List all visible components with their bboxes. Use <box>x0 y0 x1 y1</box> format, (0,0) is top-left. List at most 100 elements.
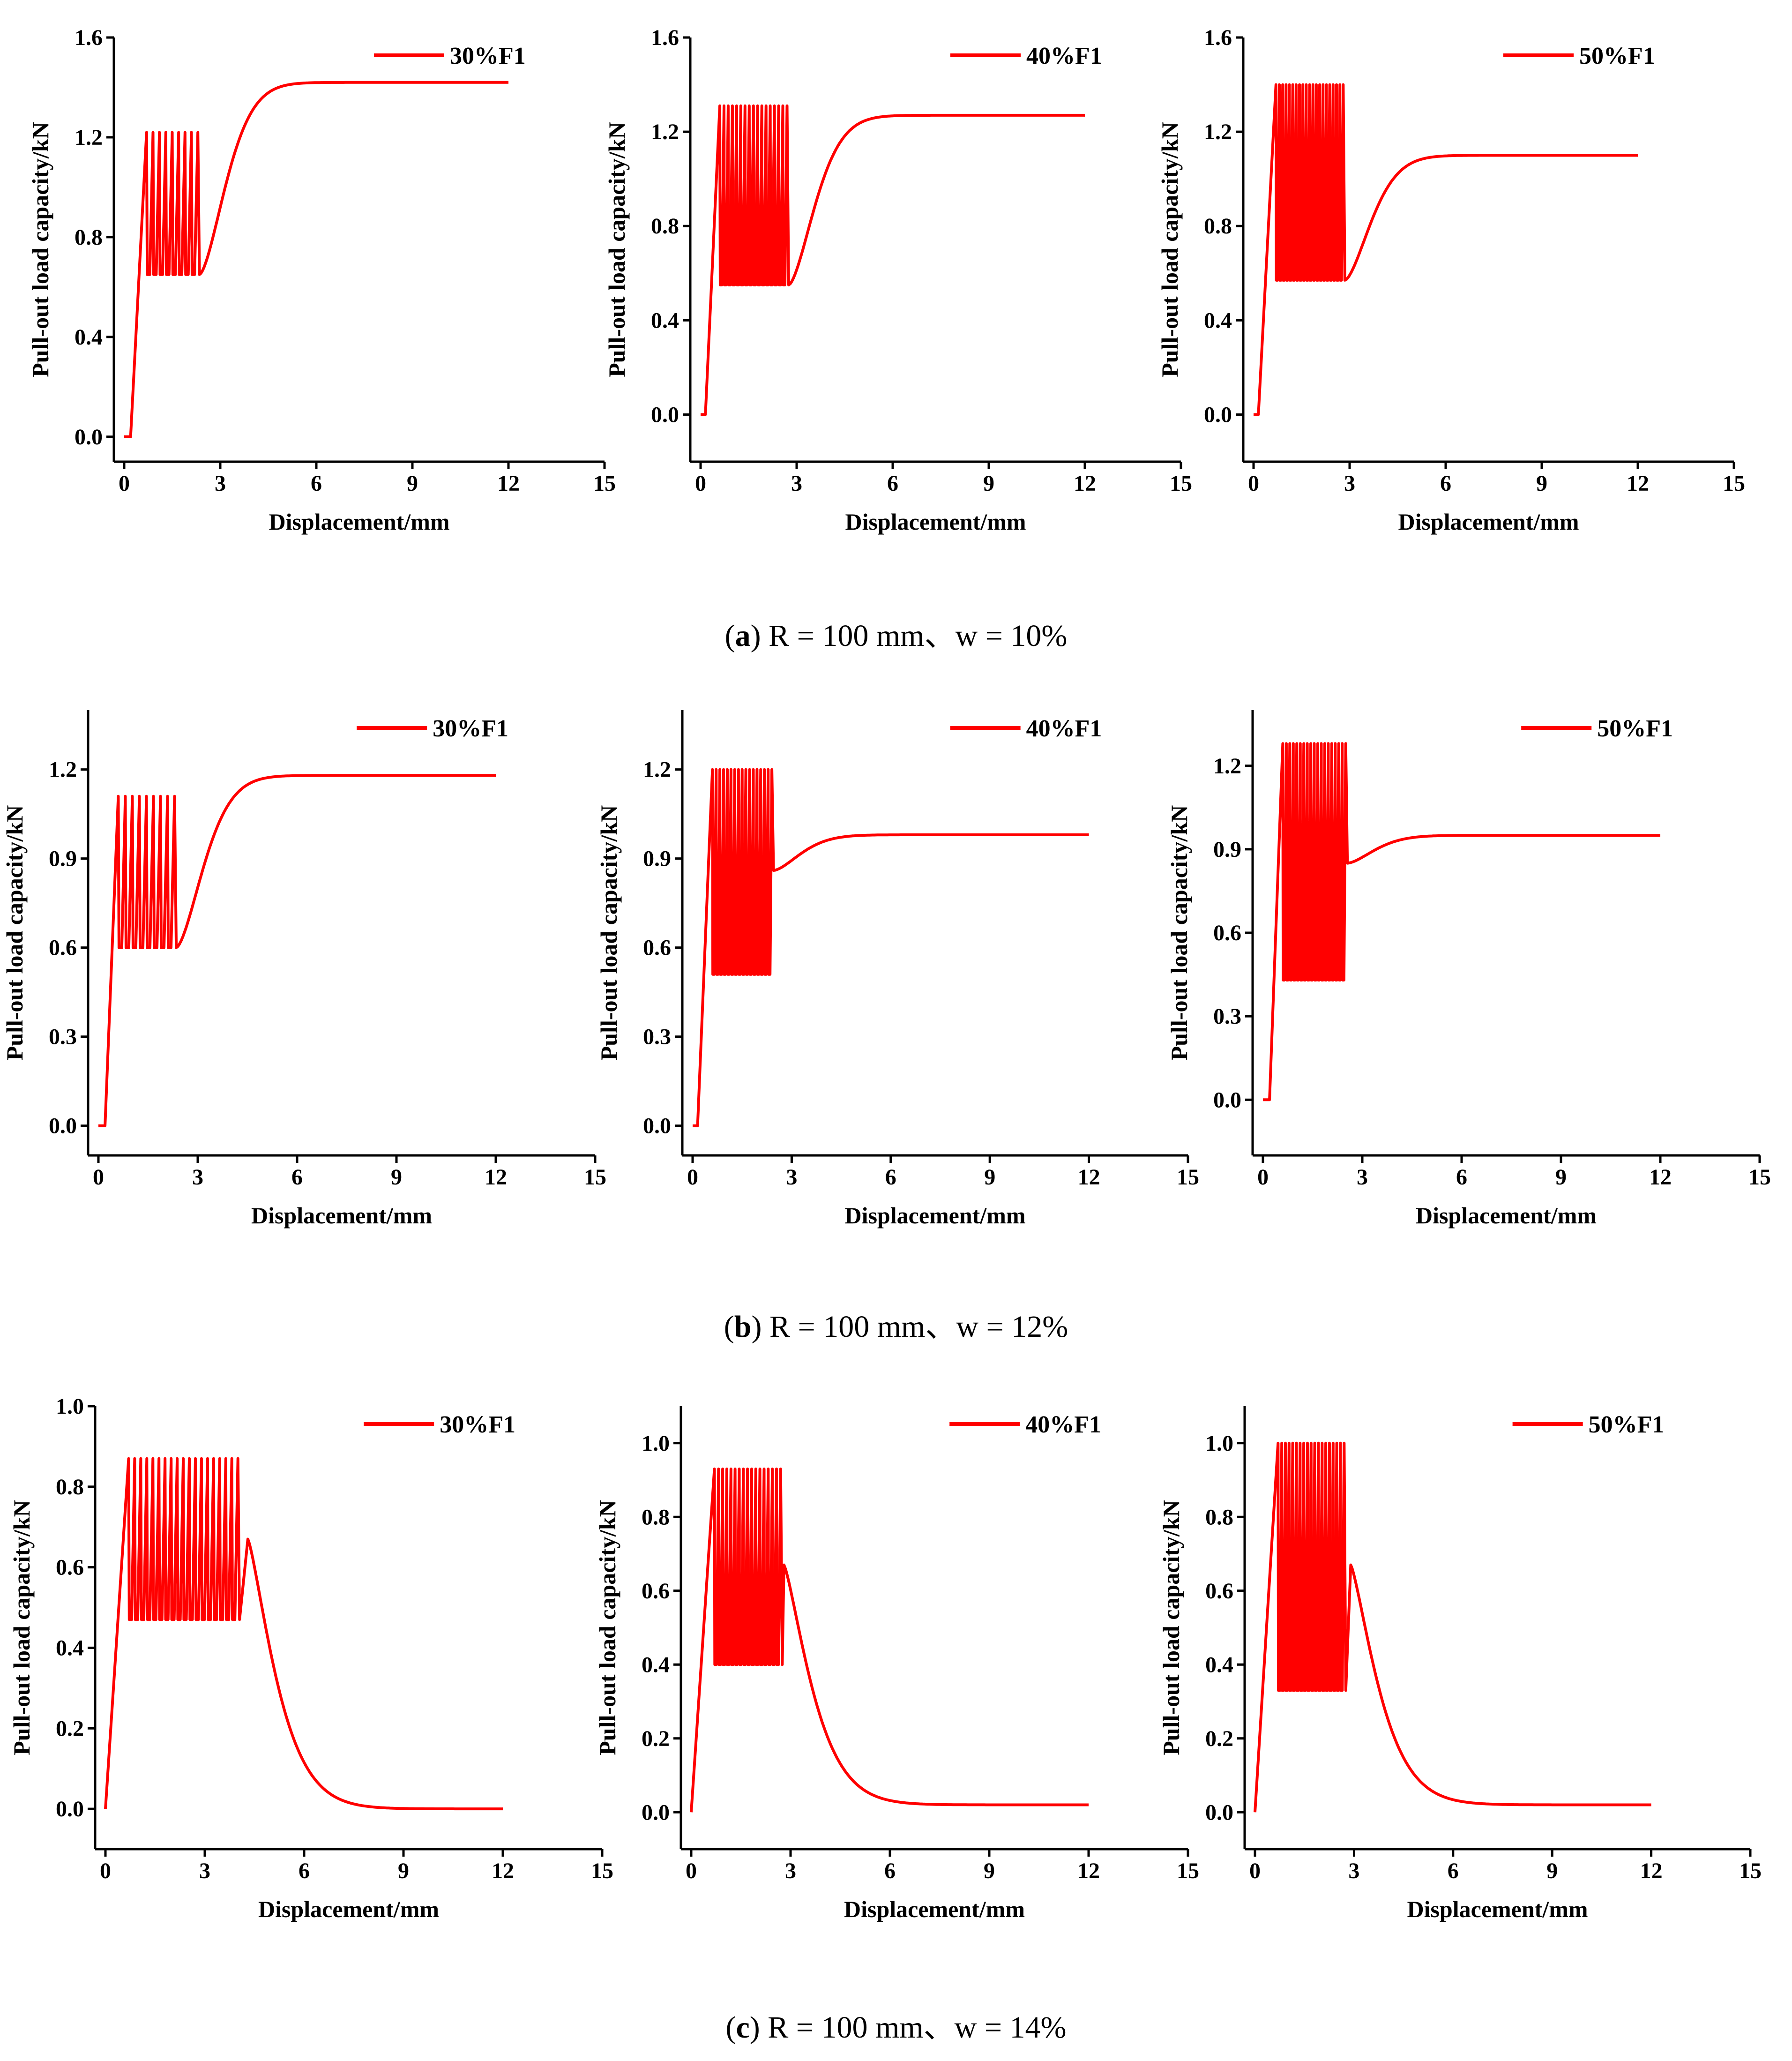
series-line-30%F1 <box>104 1457 503 1811</box>
legend-label: 40%F1 <box>1025 1411 1101 1438</box>
x-tick-label: 9 <box>391 1165 402 1190</box>
x-tick-label: 15 <box>1177 1859 1199 1883</box>
y-axis-title: Pull-out load capacity/kN <box>1157 122 1183 377</box>
y-tick-label: 0.3 <box>643 1025 671 1049</box>
y-tick-label: 0.8 <box>642 1505 670 1529</box>
x-tick-label: 6 <box>885 1165 896 1190</box>
x-axis-title: Displacement/mm <box>1416 1202 1597 1229</box>
y-axis-title: Pull-out load capacity/kN <box>596 805 622 1060</box>
x-axis-title: Displacement/mm <box>1407 1896 1588 1922</box>
y-tick-label: 1.6 <box>651 25 679 50</box>
x-tick-label: 15 <box>1748 1165 1771 1190</box>
x-tick-label: 6 <box>311 471 322 496</box>
y-axis-title: Pull-out load capacity/kN <box>8 1500 35 1755</box>
x-tick-label: 15 <box>1170 471 1192 496</box>
x-tick-label: 12 <box>1074 471 1096 496</box>
series-line-50%F1 <box>1254 1441 1651 1813</box>
x-tick-label: 3 <box>1344 471 1355 496</box>
x-tick-label: 0 <box>100 1859 111 1883</box>
y-tick-label: 0.6 <box>49 936 77 960</box>
y-tick-label: 0.0 <box>49 1114 77 1139</box>
x-tick-label: 15 <box>593 471 616 496</box>
x-tick-label: 3 <box>1357 1165 1368 1190</box>
y-tick-label: 0.0 <box>642 1800 670 1825</box>
x-tick-label: 0 <box>695 471 706 496</box>
y-tick-label: 0.8 <box>75 225 103 250</box>
x-tick-label: 6 <box>884 1859 896 1883</box>
y-tick-label: 0.0 <box>56 1797 84 1821</box>
x-tick-label: 12 <box>1077 1859 1100 1883</box>
x-tick-label: 3 <box>199 1859 210 1883</box>
legend-label: 40%F1 <box>1026 43 1102 69</box>
y-tick-label: 0.4 <box>1205 1652 1233 1677</box>
chart-panel-c-2: 0 3 6 9 12 15 0.0 0.2 0.4 0.6 0.8 1.0 Displacement/m… <box>594 1406 1199 1922</box>
y-tick-label: 0.6 <box>643 936 671 960</box>
x-tick-label: 12 <box>1078 1165 1100 1190</box>
x-tick-label: 3 <box>791 471 802 496</box>
x-tick-label: 0 <box>687 1165 698 1190</box>
x-tick-label: 0 <box>119 471 130 496</box>
series-line-50%F1 <box>1263 742 1660 1102</box>
series-line-40%F1 <box>693 768 1089 1127</box>
y-tick-label: 0.0 <box>1213 1087 1241 1112</box>
y-axis-title: Pull-out load capacity/kN <box>594 1500 620 1755</box>
y-tick-label: 1.2 <box>75 125 103 150</box>
x-tick-label: 9 <box>1555 1165 1567 1190</box>
chart-panel-c-1: 0 3 6 9 12 15 0.0 0.2 0.4 0.6 0.8 1.0 Displacement/m… <box>8 1394 613 1922</box>
legend-label: 50%F1 <box>1589 1411 1665 1438</box>
y-tick-label: 0.6 <box>642 1579 670 1604</box>
x-axis-title: Displacement/mm <box>258 1896 439 1922</box>
y-tick-label: 0.4 <box>642 1652 670 1677</box>
x-tick-label: 12 <box>497 471 520 496</box>
x-axis-title: Displacement/mm <box>269 509 449 535</box>
x-tick-label: 9 <box>983 471 994 496</box>
x-tick-label: 12 <box>1649 1165 1672 1190</box>
x-tick-label: 0 <box>1248 471 1259 496</box>
x-tick-label: 12 <box>485 1165 507 1190</box>
y-tick-label: 1.6 <box>75 25 103 50</box>
x-tick-label: 0 <box>1257 1165 1269 1190</box>
y-tick-label: 0.6 <box>1213 921 1241 945</box>
x-tick-label: 9 <box>1536 471 1547 496</box>
caption-c: (c) R = 100 mm、w = 14% <box>725 2010 1066 2045</box>
x-tick-label: 0 <box>93 1165 104 1190</box>
y-tick-label: 1.2 <box>49 757 77 782</box>
x-tick-label: 9 <box>1546 1859 1558 1883</box>
x-tick-label: 0 <box>1249 1859 1261 1883</box>
y-tick-label: 0.2 <box>642 1726 670 1751</box>
x-axis-title: Displacement/mm <box>251 1202 432 1229</box>
x-tick-label: 15 <box>1723 471 1745 496</box>
y-tick-label: 0.9 <box>643 847 671 871</box>
y-tick-label: 0.9 <box>49 847 77 871</box>
series-line-30%F1 <box>98 774 496 1127</box>
y-tick-label: 0.3 <box>49 1025 77 1049</box>
series-line-50%F1 <box>1254 83 1638 416</box>
y-tick-label: 0.4 <box>75 325 103 350</box>
chart-panel-c-3: 0 3 6 9 12 15 0.0 0.2 0.4 0.6 0.8 1.0 Displacement/m… <box>1158 1406 1762 1922</box>
y-tick-label: 0.4 <box>56 1635 84 1660</box>
x-tick-label: 3 <box>192 1165 203 1190</box>
chart-panel-b-2: 0 3 6 9 12 15 0.0 0.3 0.6 0.9 1.2 Displacement/mm Pu… <box>596 710 1199 1229</box>
x-tick-label: 15 <box>584 1165 606 1190</box>
chart-panel-b-3: 0 3 6 9 12 15 0.0 0.3 0.6 0.9 1.2 Displacement/mm Pu… <box>1166 710 1771 1229</box>
x-tick-label: 6 <box>1448 1859 1459 1883</box>
y-tick-label: 0.3 <box>1213 1004 1241 1029</box>
y-axis-title: Pull-out load capacity/kN <box>1 805 28 1060</box>
x-tick-label: 6 <box>887 471 898 496</box>
y-tick-label: 1.0 <box>642 1431 670 1456</box>
x-tick-label: 0 <box>686 1859 697 1883</box>
x-tick-label: 6 <box>299 1859 310 1883</box>
y-tick-label: 0.0 <box>75 425 103 450</box>
y-tick-label: 0.6 <box>56 1555 84 1580</box>
y-tick-label: 1.2 <box>1204 120 1232 144</box>
x-tick-label: 12 <box>1640 1859 1663 1883</box>
x-tick-label: 9 <box>398 1859 409 1883</box>
series-line-40%F1 <box>690 1467 1089 1813</box>
y-tick-label: 0.9 <box>1213 837 1241 862</box>
y-tick-label: 0.4 <box>651 308 679 333</box>
x-axis-title: Displacement/mm <box>1398 509 1579 535</box>
y-tick-label: 1.0 <box>56 1394 84 1419</box>
y-tick-label: 0.0 <box>1204 402 1232 427</box>
chart-panel-b-1: 0 3 6 9 12 15 0.0 0.3 0.6 0.9 1.2 Displacement/mm Pu… <box>1 710 606 1229</box>
x-tick-label: 6 <box>291 1165 303 1190</box>
